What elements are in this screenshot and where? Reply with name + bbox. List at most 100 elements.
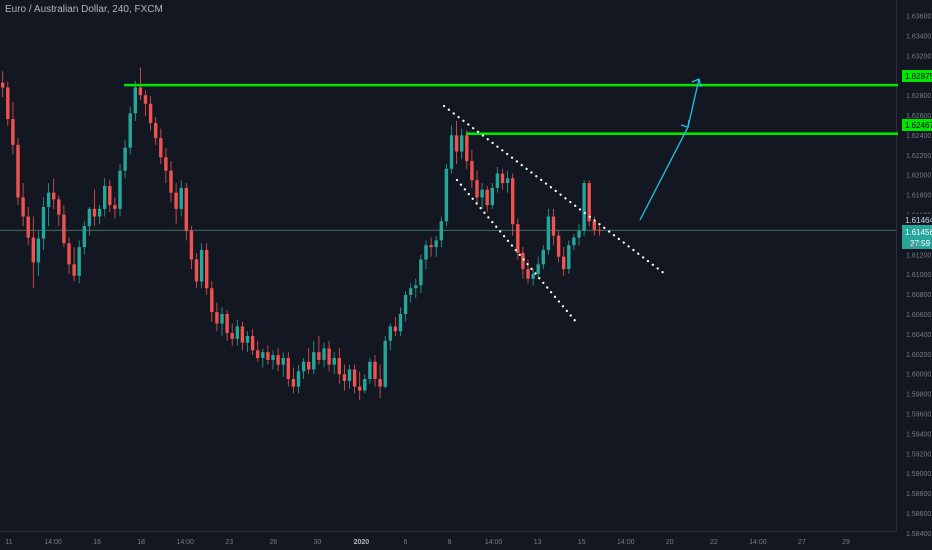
y-tick-label: 1.60000 xyxy=(906,372,931,379)
x-tick-label: 14:00 xyxy=(749,539,767,546)
y-tick-label: 1.62200 xyxy=(906,153,931,160)
y-tick-label: 1.61200 xyxy=(906,252,931,259)
candle xyxy=(352,369,357,387)
candle xyxy=(577,230,581,238)
time-axis[interactable]: 11 14:00 16 18 14:00 23 26 30 2020 6 8 14:00 13 15 14:… xyxy=(5,539,850,546)
candle xyxy=(495,173,500,188)
candle xyxy=(465,135,469,162)
candle xyxy=(16,144,20,198)
candles xyxy=(1,67,602,401)
y-tick-label: 1.58800 xyxy=(906,491,931,498)
y-tick-label: 1.63200 xyxy=(906,53,931,60)
candle xyxy=(87,208,92,227)
x-tick-label: 2020 xyxy=(354,539,370,546)
candle xyxy=(179,187,183,209)
candle xyxy=(240,326,245,343)
candle xyxy=(342,374,347,381)
candle xyxy=(582,183,586,231)
y-tick-label: 1.58400 xyxy=(906,531,931,538)
candle xyxy=(460,135,464,152)
candle xyxy=(82,226,86,248)
candle xyxy=(92,208,97,217)
candle xyxy=(307,361,311,370)
channel-lower-line[interactable] xyxy=(455,178,579,325)
candle xyxy=(449,135,454,169)
x-tick-label: 27 xyxy=(798,539,806,546)
x-tick-label: 16 xyxy=(93,539,101,546)
candle xyxy=(271,355,275,360)
candle xyxy=(470,161,474,181)
candle xyxy=(123,147,127,171)
candle xyxy=(46,192,51,207)
candle xyxy=(210,288,214,313)
candle xyxy=(215,312,219,324)
candle xyxy=(383,340,387,387)
x-tick-label: 18 xyxy=(137,539,145,546)
y-tick-label: 1.59400 xyxy=(906,431,931,438)
candle xyxy=(592,221,596,230)
y-tick-label: 1.60600 xyxy=(906,312,931,319)
candle xyxy=(291,378,296,387)
candle xyxy=(347,369,352,381)
resistance-1-tag-label: 1.62975 xyxy=(905,72,932,81)
y-tick-label: 1.61800 xyxy=(906,193,931,200)
candle xyxy=(587,183,591,222)
candle xyxy=(444,168,449,222)
candle xyxy=(6,87,10,120)
candle xyxy=(189,230,194,260)
candle xyxy=(225,314,229,334)
x-tick-label: 29 xyxy=(842,539,850,546)
candle xyxy=(41,206,46,239)
candle xyxy=(205,249,209,289)
candle xyxy=(113,205,117,209)
candle xyxy=(250,335,255,351)
y-tick-label: 1.58600 xyxy=(906,511,931,518)
y-tick-label: 1.59000 xyxy=(906,471,931,478)
candle xyxy=(57,199,61,215)
candle xyxy=(21,197,25,217)
candle xyxy=(230,333,234,339)
price-tags: 1.62975 1.62467 1.61464 1.61456 37:59 1.… xyxy=(902,70,932,251)
candle xyxy=(434,240,438,248)
y-tick-label: 1.60800 xyxy=(906,292,931,299)
candle xyxy=(159,138,163,158)
candle xyxy=(276,355,280,365)
last-price-tag-label: 1.61464 xyxy=(905,216,932,225)
candle xyxy=(322,348,326,360)
x-tick-label: 6 xyxy=(404,539,408,546)
candle xyxy=(597,229,602,231)
candle xyxy=(169,170,173,193)
y-tick-label: 1.63600 xyxy=(906,14,931,21)
candle xyxy=(245,335,250,343)
candle xyxy=(36,238,41,263)
candle xyxy=(143,95,148,104)
candle xyxy=(281,357,285,365)
y-tick-label: 1.59200 xyxy=(906,451,931,458)
candle xyxy=(327,348,331,365)
arrowhead-icon xyxy=(691,78,702,88)
candle xyxy=(256,350,260,358)
x-tick-label: 23 xyxy=(225,539,233,546)
resistance-2-tag-label: 1.62467 xyxy=(905,121,932,130)
x-tick-label: 14:00 xyxy=(485,539,503,546)
candle-countdown: 37:59 xyxy=(910,239,931,248)
candle xyxy=(77,247,81,276)
x-tick-label: 30 xyxy=(313,539,321,546)
candle xyxy=(266,352,270,360)
candle xyxy=(373,361,377,379)
candle xyxy=(419,259,423,286)
candle xyxy=(184,187,188,231)
arrowhead-icon xyxy=(680,119,690,128)
y-tick-label: 1.59600 xyxy=(906,412,931,419)
current-price-tag xyxy=(902,225,932,249)
candle xyxy=(11,119,15,145)
channel-upper-line[interactable] xyxy=(442,104,667,276)
candle xyxy=(301,361,306,372)
drawings[interactable] xyxy=(442,78,702,325)
candle xyxy=(358,386,362,391)
resistance-levels[interactable] xyxy=(124,83,898,135)
candle xyxy=(516,224,520,253)
x-tick-label: 20 xyxy=(666,539,674,546)
